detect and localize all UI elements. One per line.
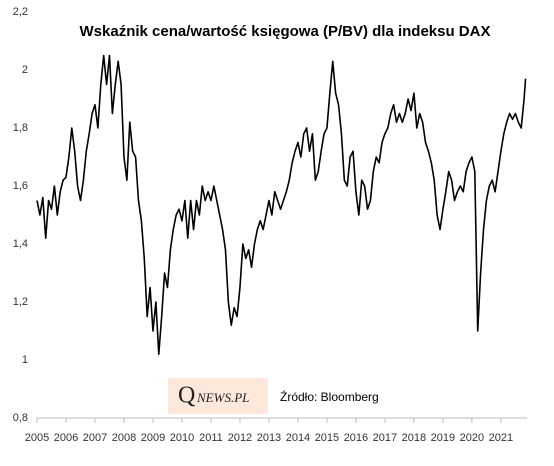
y-tick-label: 1 — [22, 354, 28, 366]
x-tick-label: 2020 — [460, 432, 484, 444]
source: Źródło: Bloomberg — [280, 389, 379, 404]
y-tick-label: 1,8 — [13, 122, 28, 134]
y-tick-label: 0,8 — [13, 412, 28, 424]
x-tick-label: 2014 — [286, 432, 310, 444]
x-tick-label: 2006 — [54, 432, 78, 444]
x-tick-label: 2007 — [83, 432, 107, 444]
chart-title: Wskaźnik cena/wartość księgowa (P/BV) dl… — [80, 23, 491, 40]
x-tick-label: 2008 — [112, 432, 136, 444]
x-tick-label: 2005 — [25, 432, 49, 444]
logo-box — [168, 378, 268, 414]
y-tick-label: 2 — [22, 64, 28, 76]
x-tick-label: 2017 — [373, 432, 397, 444]
x-tick-label: 2016 — [344, 432, 368, 444]
x-tick-label: 2018 — [402, 432, 426, 444]
logo-q: Q — [178, 383, 195, 409]
x-tick-label: 2021 — [489, 432, 513, 444]
x-tick-label: 2011 — [199, 432, 223, 444]
x-tick-label: 2010 — [170, 432, 194, 444]
y-tick-label: 1,6 — [13, 180, 28, 192]
y-tick-label: 2,2 — [13, 6, 28, 18]
y-tick-label: 1,2 — [13, 296, 28, 308]
x-tick-label: 2019 — [431, 432, 455, 444]
data-line — [36, 54, 527, 355]
logo-text: NEWS.PL — [196, 390, 249, 405]
x-tick-label: 2009 — [141, 432, 165, 444]
x-tick-label: 2012 — [228, 432, 252, 444]
y-tick-label: 1,4 — [13, 238, 28, 250]
x-tick-label: 2013 — [257, 432, 281, 444]
x-tick-label: 2015 — [315, 432, 339, 444]
